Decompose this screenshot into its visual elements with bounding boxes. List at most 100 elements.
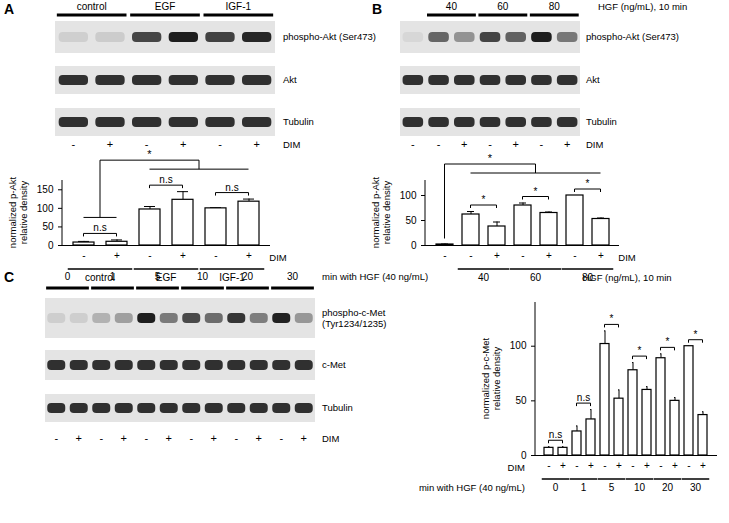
- svg-text:0: 0: [553, 482, 559, 493]
- svg-text:60: 60: [497, 1, 509, 12]
- svg-text:+: +: [107, 138, 113, 150]
- svg-text:*: *: [488, 152, 493, 164]
- svg-text:+: +: [256, 432, 262, 444]
- svg-text:Akt: Akt: [586, 74, 600, 85]
- svg-text:DIM: DIM: [322, 433, 340, 444]
- svg-text:min with HGF (40 ng/mL): min with HGF (40 ng/mL): [322, 271, 428, 282]
- svg-text:-: -: [488, 138, 492, 150]
- svg-text:+: +: [546, 250, 552, 261]
- svg-text:+: +: [644, 460, 650, 471]
- svg-text:-: -: [687, 460, 690, 471]
- svg-text:IGF-1: IGF-1: [219, 272, 245, 283]
- svg-text:-: -: [469, 250, 472, 261]
- svg-text:EGF: EGF: [155, 1, 176, 12]
- svg-text:*: *: [586, 178, 590, 189]
- svg-text:-: -: [189, 432, 193, 444]
- svg-text:-: -: [573, 250, 576, 261]
- svg-text:30: 30: [690, 482, 702, 493]
- svg-text:+: +: [512, 138, 518, 150]
- svg-text:+: +: [672, 460, 678, 471]
- svg-text:80: 80: [549, 1, 561, 12]
- svg-text:c-Met: c-Met: [322, 359, 346, 370]
- svg-text:1: 1: [581, 482, 587, 493]
- svg-text:Tubulin: Tubulin: [283, 116, 314, 127]
- svg-text:phospho-Akt (Ser473): phospho-Akt (Ser473): [586, 31, 679, 42]
- svg-text:normalized p-Aktrelative densi: normalized p-Aktrelative density: [7, 177, 29, 249]
- svg-text:+: +: [76, 432, 82, 444]
- svg-text:*: *: [147, 148, 152, 160]
- svg-text:50: 50: [405, 215, 417, 226]
- svg-text:-: -: [214, 250, 217, 261]
- svg-text:+: +: [598, 250, 604, 261]
- svg-text:control: control: [85, 272, 115, 283]
- svg-text:normalized p-c-Metrelative den: normalized p-c-Metrelative density: [480, 337, 502, 419]
- svg-text:DIM: DIM: [283, 139, 301, 150]
- svg-text:0: 0: [521, 450, 527, 461]
- svg-text:EGF: EGF: [156, 272, 177, 283]
- svg-text:-: -: [547, 460, 550, 471]
- svg-text:0: 0: [48, 240, 54, 251]
- svg-text:*: *: [666, 336, 670, 347]
- svg-text:-: -: [71, 138, 75, 150]
- svg-text:150: 150: [37, 184, 54, 195]
- svg-text:DIM: DIM: [618, 252, 636, 263]
- svg-text:*: *: [638, 345, 642, 356]
- svg-text:100: 100: [37, 203, 54, 214]
- svg-text:50: 50: [515, 395, 527, 406]
- svg-text:10: 10: [197, 271, 209, 282]
- svg-text:+: +: [560, 460, 566, 471]
- svg-text:Tubulin: Tubulin: [322, 402, 353, 413]
- svg-text:Akt: Akt: [283, 74, 297, 85]
- svg-text:+: +: [588, 460, 594, 471]
- svg-text:+: +: [121, 432, 127, 444]
- svg-text:+: +: [180, 250, 186, 261]
- svg-text:Tubulin: Tubulin: [586, 116, 617, 127]
- svg-text:-: -: [82, 250, 85, 261]
- svg-text:60: 60: [530, 272, 542, 283]
- svg-text:-: -: [603, 460, 606, 471]
- svg-text:IGF-1: IGF-1: [226, 1, 252, 12]
- svg-text:C: C: [4, 269, 14, 285]
- svg-text:*: *: [482, 194, 486, 205]
- svg-text:0: 0: [65, 271, 71, 282]
- svg-text:5: 5: [609, 482, 615, 493]
- svg-text:n.s: n.s: [159, 174, 172, 185]
- svg-text:-: -: [234, 432, 238, 444]
- svg-text:30: 30: [287, 271, 299, 282]
- svg-text:100: 100: [510, 340, 527, 351]
- svg-text:+: +: [166, 432, 172, 444]
- svg-text:-: -: [99, 432, 103, 444]
- svg-text:-: -: [540, 138, 544, 150]
- svg-text:+: +: [616, 460, 622, 471]
- svg-text:20: 20: [662, 482, 674, 493]
- svg-text:phospho-Akt (Ser473): phospho-Akt (Ser473): [283, 31, 376, 42]
- svg-text:-: -: [411, 138, 415, 150]
- svg-text:-: -: [521, 250, 524, 261]
- svg-text:+: +: [494, 250, 500, 261]
- svg-text:50: 50: [42, 221, 54, 232]
- svg-text:+: +: [211, 432, 217, 444]
- svg-text:10: 10: [634, 482, 646, 493]
- svg-text:A: A: [4, 1, 14, 17]
- svg-text:B: B: [372, 1, 382, 17]
- svg-text:HGF (ng/mL), 10 min: HGF (ng/mL), 10 min: [598, 1, 687, 12]
- svg-text:normalized p-Aktrelative densi: normalized p-Aktrelative density: [370, 177, 392, 249]
- svg-text:-: -: [279, 432, 283, 444]
- svg-text:-: -: [575, 460, 578, 471]
- svg-text:n.s: n.s: [549, 429, 562, 440]
- svg-text:-: -: [437, 138, 441, 150]
- svg-text:n.s: n.s: [225, 182, 238, 193]
- svg-text:phospho-c-Met: phospho-c-Met: [322, 307, 386, 318]
- svg-text:n.s: n.s: [577, 392, 590, 403]
- svg-text:+: +: [301, 432, 307, 444]
- svg-text:40: 40: [478, 272, 490, 283]
- svg-text:+: +: [253, 138, 259, 150]
- svg-text:-: -: [218, 138, 222, 150]
- svg-text:-: -: [54, 432, 58, 444]
- svg-text:+: +: [246, 250, 252, 261]
- svg-text:0: 0: [411, 240, 417, 251]
- svg-text:DIM: DIM: [586, 139, 604, 150]
- svg-text:+: +: [461, 138, 467, 150]
- svg-text:*: *: [534, 186, 538, 197]
- svg-text:(Tyr1234/1235): (Tyr1234/1235): [322, 318, 386, 329]
